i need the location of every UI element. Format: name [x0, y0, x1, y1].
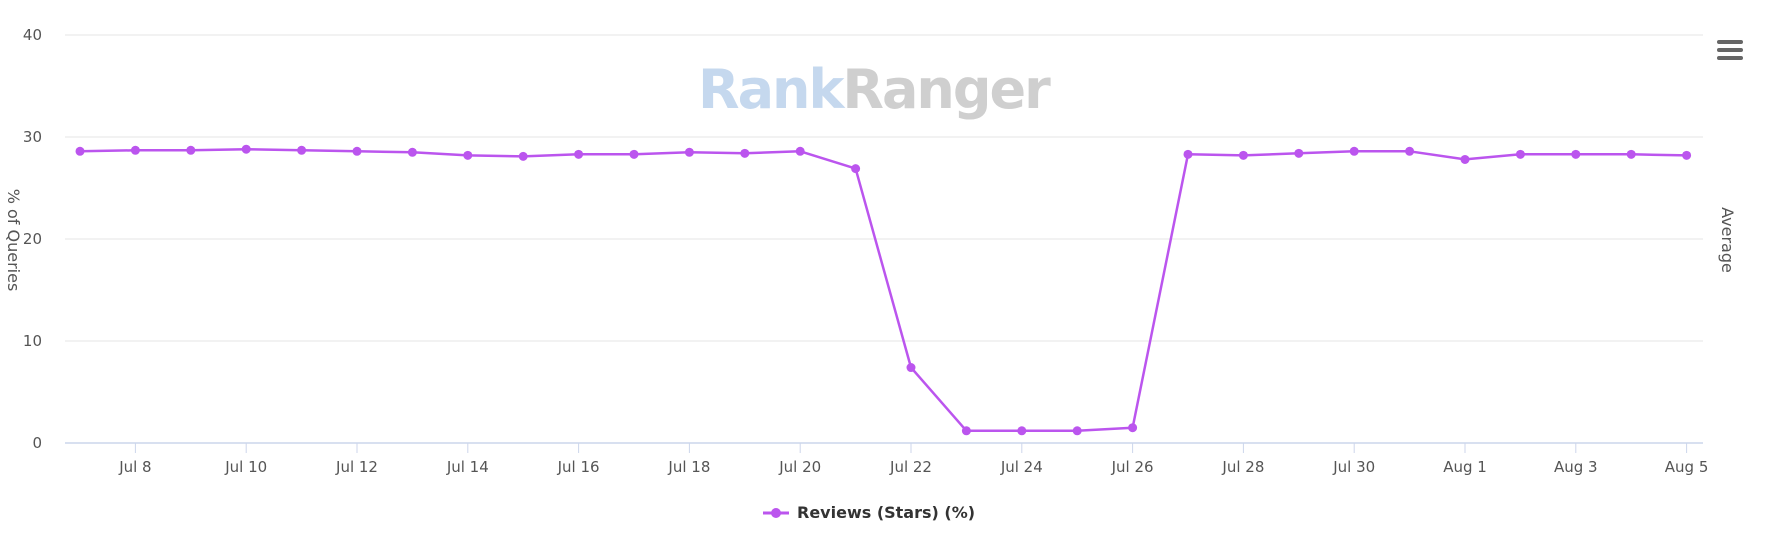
data-point[interactable]	[740, 148, 750, 158]
data-point[interactable]	[463, 150, 473, 160]
rankranger-watermark: RankRanger	[698, 58, 1051, 121]
y-axis-title: % of Queries	[4, 189, 23, 292]
hamburger-menu-icon[interactable]	[1715, 40, 1745, 66]
x-tick-label: Jul 28	[1221, 458, 1264, 476]
x-axis: Jul 8 Jul 10 Jul 12 Jul 14 Jul 16 Jul 18 Jul 2…	[65, 442, 1709, 476]
gridlines	[65, 34, 1703, 342]
data-point[interactable]	[1183, 149, 1193, 159]
data-point[interactable]	[1571, 149, 1581, 159]
data-point[interactable]	[518, 151, 528, 161]
data-point[interactable]	[1682, 150, 1692, 160]
data-point[interactable]	[130, 145, 140, 155]
data-point[interactable]	[1294, 148, 1304, 158]
y-tick-label: 40	[23, 26, 42, 44]
x-tick-label: Aug 1	[1443, 458, 1487, 476]
data-point[interactable]	[1349, 146, 1359, 156]
data-point[interactable]	[684, 147, 694, 157]
legend-label: Reviews (Stars) (%)	[797, 503, 976, 522]
data-point[interactable]	[1072, 426, 1082, 436]
data-point[interactable]	[851, 164, 861, 174]
x-tick-label: Jul 14	[446, 458, 489, 476]
data-point[interactable]	[352, 146, 362, 156]
data-point[interactable]	[1017, 426, 1027, 436]
data-point[interactable]	[75, 146, 85, 156]
series-line	[79, 147, 1687, 433]
legend-marker-icon	[763, 507, 789, 518]
data-point[interactable]	[407, 147, 417, 157]
data-point[interactable]	[629, 149, 639, 159]
watermark-rank: Rank	[698, 58, 844, 121]
x-tick-label: Jul 12	[335, 458, 378, 476]
x-tick-label: Jul 16	[557, 458, 600, 476]
data-point[interactable]	[1460, 154, 1470, 164]
x-tick-label: Jul 22	[889, 458, 932, 476]
y-tick-label: 20	[23, 230, 42, 248]
x-tick-label: Jul 20	[778, 458, 821, 476]
data-point[interactable]	[795, 146, 805, 156]
x-tick-label: Jul 10	[224, 458, 267, 476]
x-tick-label: Aug 3	[1554, 458, 1598, 476]
series-reviews-stars[interactable]	[75, 144, 1692, 436]
x-tick-label: Jul 30	[1332, 458, 1375, 476]
x-tick-label: Jul 24	[1000, 458, 1043, 476]
x-tick-label: Aug 5	[1665, 458, 1709, 476]
data-point[interactable]	[574, 149, 584, 159]
y-tick-label: 0	[32, 434, 42, 452]
y-tick-label: 10	[23, 332, 42, 350]
data-point[interactable]	[297, 145, 307, 155]
data-point[interactable]	[1238, 150, 1248, 160]
data-point[interactable]	[1626, 149, 1636, 159]
y-tick-label: 30	[23, 128, 42, 146]
data-point[interactable]	[1515, 149, 1525, 159]
x-tick-label: Jul 18	[667, 458, 710, 476]
data-point[interactable]	[1128, 423, 1138, 433]
y-axis-labels: 0 10 20 30 40	[23, 26, 42, 452]
data-point[interactable]	[906, 363, 916, 373]
x-tick-label: Jul 26	[1111, 458, 1154, 476]
data-point[interactable]	[1405, 146, 1415, 156]
watermark-ranger: Ranger	[842, 58, 1050, 121]
data-point[interactable]	[241, 144, 251, 154]
x-tick-label: Jul 8	[118, 458, 151, 476]
data-point[interactable]	[961, 426, 971, 436]
legend-item-reviews-stars[interactable]: Reviews (Stars) (%)	[763, 503, 975, 522]
data-point[interactable]	[186, 145, 196, 155]
y-axis-right-title: Average	[1718, 207, 1737, 273]
